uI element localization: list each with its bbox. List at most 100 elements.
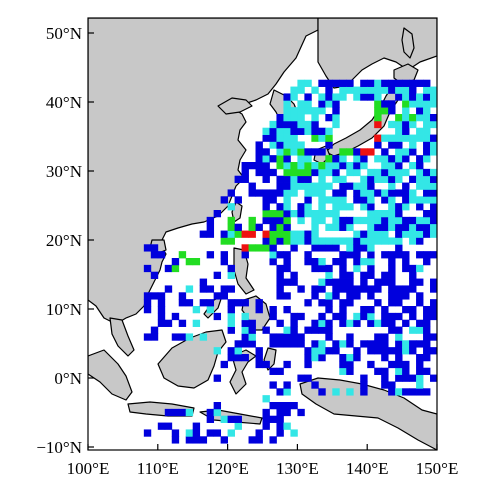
grid-cell (388, 189, 396, 197)
grid-cell (318, 175, 326, 183)
grid-cell (423, 175, 431, 183)
grid-cell (395, 148, 403, 156)
grid-cell (150, 244, 159, 252)
grid-cell (332, 340, 340, 348)
grid-cell (339, 155, 347, 163)
grid-cell (290, 189, 298, 197)
grid-cell (367, 203, 375, 211)
grid-cell (402, 223, 410, 231)
grid-cell (276, 415, 284, 423)
grid-cell (325, 333, 333, 341)
grid-cell (304, 354, 312, 362)
grid-cell (192, 258, 201, 266)
grid-cell (430, 86, 437, 94)
grid-cell (416, 299, 424, 307)
grid-cell (318, 354, 326, 362)
grid-cell (192, 422, 201, 430)
grid-cell (430, 306, 437, 314)
grid-cell (325, 127, 333, 135)
grid-cell (311, 127, 319, 135)
grid-cell (206, 251, 215, 259)
grid-cell (381, 189, 389, 197)
grid-cell (269, 367, 277, 375)
grid-cell (269, 306, 277, 314)
grid-cell (171, 333, 180, 341)
grid-cell (283, 402, 291, 410)
grid-cell (423, 326, 431, 334)
grid-cell (381, 148, 389, 156)
new-guinea (299, 377, 437, 450)
grid-cell (409, 162, 417, 170)
grid-cell (297, 141, 305, 149)
grid-cell (290, 271, 298, 279)
grid-cell (283, 388, 291, 396)
grid-cell (178, 333, 187, 341)
grid-cell (283, 408, 291, 417)
grid-cell (255, 223, 263, 231)
grid-cell (304, 100, 312, 108)
grid-cell (311, 285, 319, 293)
y-tick-label: 50°N (46, 24, 82, 43)
grid-cell (423, 216, 431, 225)
grid-cell (367, 189, 375, 197)
grid-cell (304, 196, 312, 204)
grid-cell (416, 182, 424, 190)
grid-cell (430, 230, 437, 238)
grid-cell (367, 258, 375, 266)
grid-cell (304, 93, 312, 101)
grid-cell (353, 285, 361, 293)
grid-cell (332, 107, 340, 115)
grid-cell (367, 271, 375, 279)
grid-cell (402, 251, 410, 259)
grid-cell (255, 299, 263, 307)
grid-cell (269, 141, 277, 149)
grid-cell (227, 306, 235, 314)
grid-cell (402, 306, 410, 314)
grid-cell (143, 292, 152, 300)
grid-cell (325, 182, 333, 190)
x-tick-label: 130°E (276, 459, 319, 478)
grid-cell (353, 237, 361, 245)
grid-cell (262, 210, 270, 218)
x-tick-label: 110°E (137, 459, 179, 478)
grid-cell (290, 148, 298, 156)
grid-cell (276, 155, 284, 163)
grid-cell (332, 223, 340, 231)
grid-cell (283, 326, 291, 334)
grid-cell (297, 312, 305, 321)
grid-cell (388, 210, 396, 218)
grid-cell (416, 168, 424, 177)
grid-cell (395, 155, 403, 163)
grid-cell (346, 79, 354, 87)
grid-cell (374, 100, 382, 108)
grid-cell (395, 292, 403, 300)
grid-cell (276, 278, 284, 286)
grid-cell (416, 326, 424, 334)
grid-cell (234, 299, 242, 307)
grid-cell (339, 148, 347, 156)
grid-cell (318, 189, 326, 197)
grid-cell (409, 141, 417, 149)
grid-cell (416, 196, 424, 204)
grid-cell (360, 258, 368, 266)
grid-cell (353, 258, 361, 266)
grid-cell (367, 175, 375, 183)
grid-cell (360, 155, 368, 163)
grid-cell (346, 251, 354, 259)
grid-cell (325, 292, 333, 300)
grid-cell (381, 100, 389, 108)
grid-cell (171, 429, 180, 437)
grid-cell (318, 278, 326, 286)
grid-cell (304, 107, 312, 115)
grid-cell (311, 340, 319, 348)
grid-cell (332, 258, 340, 266)
grid-cell (269, 210, 277, 218)
grid-cell (381, 237, 389, 245)
grid-cell (248, 216, 256, 225)
grid-cell (374, 93, 382, 101)
x-tick-label: 150°E (416, 459, 459, 478)
grid-cell (332, 216, 340, 225)
grid-cell (269, 381, 277, 389)
grid-cell (283, 141, 291, 149)
grid-cell (423, 86, 431, 94)
